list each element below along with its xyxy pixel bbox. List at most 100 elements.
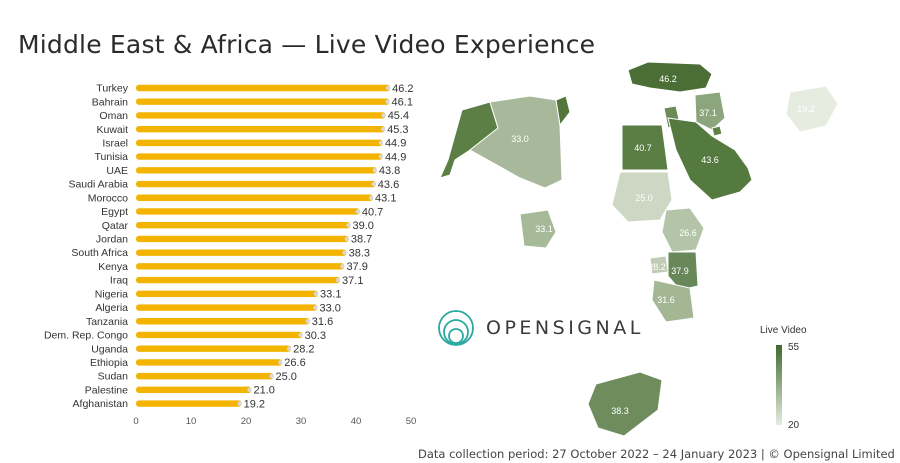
bar bbox=[136, 167, 377, 174]
bar-end-marker bbox=[368, 195, 374, 200]
page-title: Middle East & Africa — Live Video Experi… bbox=[18, 30, 596, 59]
legend-title: Live Video bbox=[760, 325, 807, 336]
bar-end-marker bbox=[342, 250, 347, 255]
x-tick-label: 10 bbox=[186, 416, 197, 427]
category-label: Nigeria bbox=[95, 288, 128, 300]
bar-end-marker bbox=[340, 264, 345, 269]
category-label: Saudi Arabia bbox=[68, 179, 128, 191]
value-label: 43.6 bbox=[378, 179, 399, 191]
x-tick-label: 0 bbox=[133, 416, 138, 427]
map-value-label: 37.9 bbox=[671, 266, 689, 276]
opensignal-logo-icon bbox=[438, 310, 474, 346]
map-turkey bbox=[627, 61, 713, 93]
category-label: Ethiopia bbox=[90, 357, 128, 369]
category-label: Afghanistan bbox=[73, 398, 129, 410]
bar bbox=[136, 290, 319, 297]
map-afghanistan bbox=[785, 85, 839, 133]
bar bbox=[136, 84, 391, 92]
bar-end-marker bbox=[313, 291, 319, 296]
value-label: 38.3 bbox=[349, 247, 370, 259]
map-iraq bbox=[694, 91, 726, 131]
category-label: Dem. Rep. Congo bbox=[44, 330, 128, 342]
opensignal-logo: OPENSIGNAL bbox=[436, 308, 644, 348]
bar-end-marker bbox=[278, 360, 283, 365]
bar-end-marker bbox=[378, 140, 384, 146]
x-tick-label: 40 bbox=[351, 416, 362, 427]
value-label: 46.1 bbox=[392, 97, 413, 109]
category-label: Jordan bbox=[96, 234, 128, 246]
bar bbox=[136, 318, 310, 325]
category-label: Uganda bbox=[91, 343, 128, 355]
map-saudi-arabia bbox=[667, 117, 753, 201]
map-value-label: 26.6 bbox=[679, 228, 697, 238]
x-tick-label: 30 bbox=[296, 416, 307, 427]
value-label: 37.1 bbox=[342, 275, 363, 287]
bar bbox=[136, 139, 383, 147]
bar-end-marker bbox=[344, 236, 350, 242]
category-label: Turkey bbox=[96, 83, 128, 95]
map-value-label: 33.0 bbox=[511, 134, 529, 144]
bar-end-marker bbox=[269, 373, 274, 379]
value-label: 45.4 bbox=[388, 110, 409, 122]
bar-end-marker bbox=[313, 305, 318, 310]
map-value-label: 37.1 bbox=[699, 108, 717, 118]
value-label: 21.0 bbox=[254, 385, 275, 397]
map-value-label: 43.6 bbox=[701, 155, 719, 165]
category-label: Egypt bbox=[101, 206, 128, 218]
map-south-africa bbox=[587, 371, 663, 437]
category-label: UAE bbox=[106, 165, 128, 177]
bar-end-marker bbox=[385, 85, 391, 91]
footer-note: Data collection period: 27 October 2022 … bbox=[418, 447, 895, 461]
bar-end-marker bbox=[335, 277, 341, 283]
bar-end-marker bbox=[298, 332, 303, 338]
bar bbox=[136, 194, 374, 201]
x-tick-label: 20 bbox=[241, 416, 252, 427]
bar bbox=[136, 372, 274, 380]
map-ethiopia bbox=[661, 207, 705, 253]
bar-end-marker bbox=[378, 154, 384, 159]
map-value-label: 33.1 bbox=[535, 224, 553, 234]
value-label: 30.3 bbox=[305, 330, 326, 342]
value-label: 46.2 bbox=[392, 83, 413, 95]
category-label: Bahrain bbox=[92, 96, 128, 108]
bar-chart: Turkey 46.2 Bahrain 46.1 Oman 45.4 Kuwait 45.3 I… bbox=[44, 83, 416, 427]
value-label: 39.0 bbox=[353, 220, 374, 232]
bar-end-marker bbox=[286, 346, 292, 351]
bar bbox=[136, 153, 383, 160]
map-egypt bbox=[621, 124, 669, 171]
bar bbox=[136, 235, 349, 243]
category-label: Palestine bbox=[85, 384, 128, 396]
map-value-label: 28.2 bbox=[648, 262, 666, 272]
category-label: Tanzania bbox=[86, 316, 128, 328]
category-label: Kenya bbox=[98, 261, 128, 273]
map-tanzania bbox=[651, 279, 695, 323]
bar bbox=[136, 249, 347, 256]
bar bbox=[136, 386, 252, 394]
category-label: Qatar bbox=[102, 220, 129, 232]
value-label: 37.9 bbox=[346, 261, 367, 273]
map-value-label: 19.2 bbox=[797, 104, 815, 114]
bar-end-marker bbox=[355, 209, 361, 214]
legend-max-label: 55 bbox=[788, 342, 800, 353]
bar-end-marker bbox=[380, 126, 386, 132]
value-label: 25.0 bbox=[276, 371, 297, 383]
category-label: Oman bbox=[99, 110, 128, 122]
value-label: 44.9 bbox=[385, 151, 406, 163]
opensignal-wordmark: OPENSIGNAL bbox=[486, 317, 644, 339]
map-value-label: 31.6 bbox=[657, 295, 675, 305]
bar bbox=[136, 331, 303, 339]
bar bbox=[136, 359, 283, 366]
map-algeria bbox=[469, 95, 563, 189]
bar-end-marker bbox=[372, 168, 378, 173]
category-label: Iraq bbox=[110, 275, 128, 287]
bar bbox=[136, 125, 386, 133]
value-label: 19.2 bbox=[244, 398, 265, 410]
value-label: 45.3 bbox=[387, 124, 408, 136]
category-label: Algeria bbox=[95, 302, 128, 314]
map-nigeria bbox=[519, 209, 557, 249]
bar-end-marker bbox=[237, 401, 242, 406]
bar-end-marker bbox=[371, 181, 376, 187]
category-label: Tunisia bbox=[95, 151, 129, 163]
bar bbox=[136, 180, 376, 188]
